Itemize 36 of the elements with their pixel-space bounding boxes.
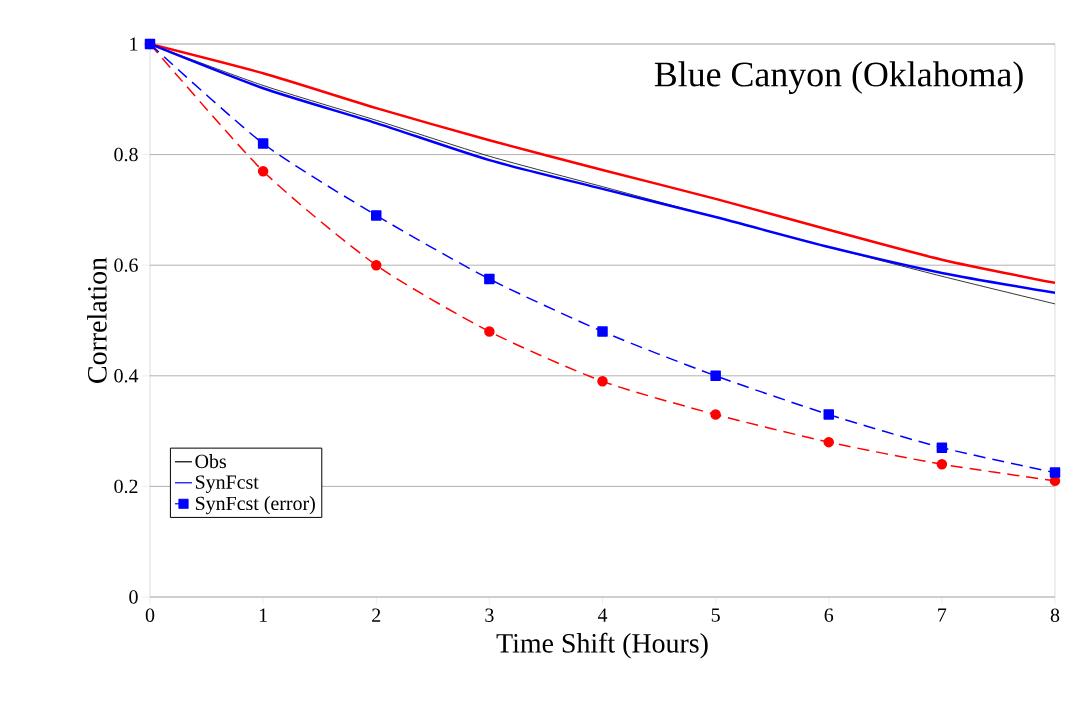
x-tick-label: 8 bbox=[1050, 608, 1060, 622]
x-tick-label: 6 bbox=[824, 608, 834, 622]
y-tick-label: 1 bbox=[130, 37, 138, 51]
x-tick-label: 4 bbox=[597, 608, 608, 622]
point bbox=[710, 409, 721, 420]
x-tick-label: 7 bbox=[938, 608, 947, 622]
x-tick-label: 0 bbox=[145, 608, 155, 622]
y-tick-label: 0.8 bbox=[114, 147, 138, 162]
point bbox=[823, 436, 834, 448]
x-tick-label: 1 bbox=[259, 608, 267, 622]
point bbox=[371, 259, 382, 271]
y-tick-label: 0.2 bbox=[114, 479, 138, 494]
point bbox=[257, 138, 269, 149]
y-tick-label: 0 bbox=[129, 590, 138, 604]
point bbox=[936, 459, 948, 470]
y-tick-label: 0.4 bbox=[114, 369, 139, 383]
legend-label: Obs bbox=[195, 454, 226, 469]
y-axis-title: Correlation bbox=[87, 257, 107, 383]
point bbox=[823, 409, 834, 420]
point bbox=[597, 326, 608, 337]
x-axis-title: Time Shift (Hours) bbox=[496, 632, 708, 659]
point bbox=[484, 326, 495, 337]
legend-label: SynFcst (error) bbox=[195, 496, 315, 515]
annotation: Blue Canyon (Oklahoma) bbox=[654, 61, 1023, 94]
point bbox=[371, 210, 382, 221]
point bbox=[1049, 467, 1061, 478]
point bbox=[936, 442, 948, 453]
x-tick-label: 3 bbox=[485, 608, 494, 622]
legend-label: SynFcst bbox=[195, 475, 259, 493]
point bbox=[597, 376, 608, 387]
x-tick-label: 5 bbox=[711, 608, 720, 622]
y-tick-label: 0.6 bbox=[114, 258, 138, 272]
x-tick-label: 2 bbox=[372, 608, 381, 622]
point bbox=[484, 273, 495, 285]
point bbox=[710, 370, 721, 382]
point bbox=[257, 165, 269, 177]
